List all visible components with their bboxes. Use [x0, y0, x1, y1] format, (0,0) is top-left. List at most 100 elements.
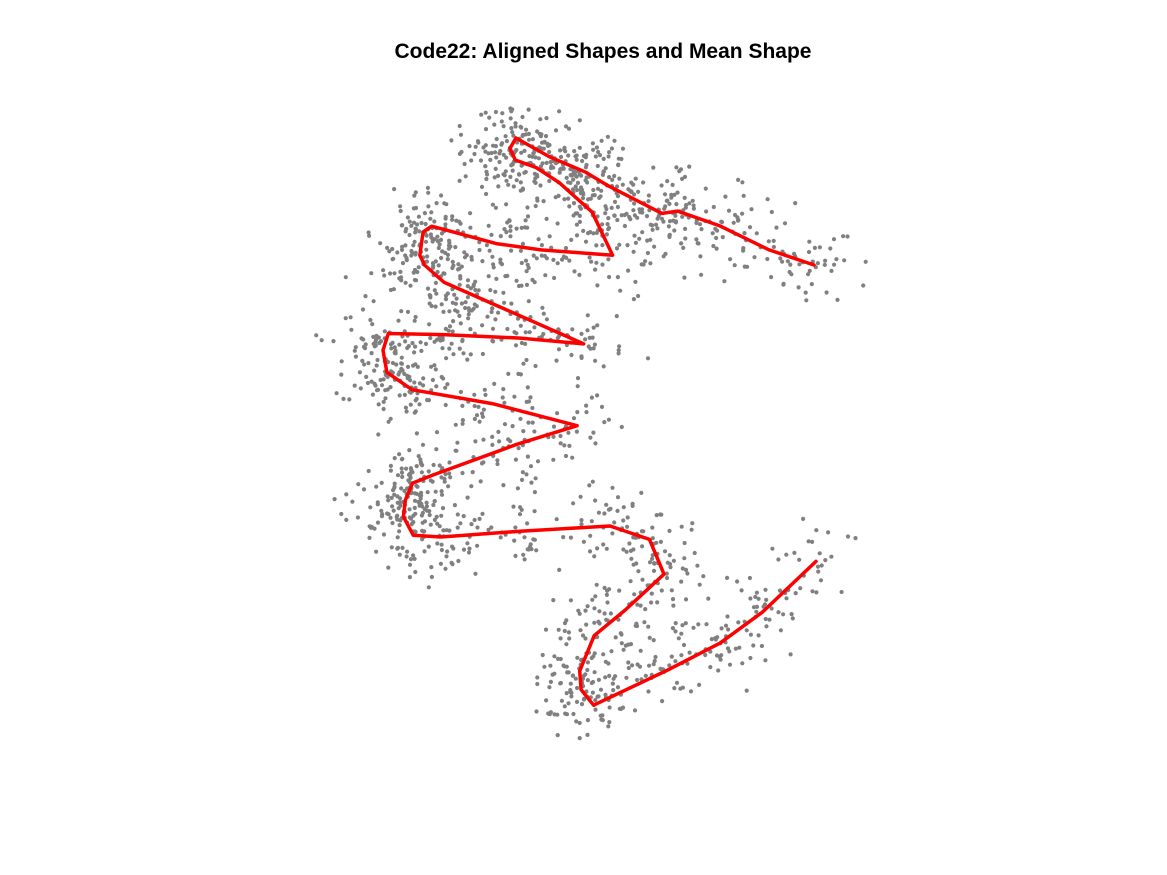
aligned-point: [465, 278, 471, 283]
aligned-point: [492, 381, 497, 386]
aligned-point: [767, 617, 772, 622]
aligned-point: [524, 127, 529, 132]
aligned-point: [646, 199, 651, 204]
aligned-point: [578, 206, 584, 211]
aligned-point: [441, 376, 446, 381]
aligned-point: [352, 348, 357, 353]
aligned-point: [510, 130, 515, 135]
aligned-point: [465, 541, 470, 546]
aligned-point: [501, 290, 506, 295]
aligned-point: [684, 203, 689, 208]
aligned-point: [413, 362, 418, 367]
aligned-point: [475, 525, 480, 530]
aligned-point: [548, 165, 554, 171]
aligned-point: [566, 126, 572, 131]
aligned-point: [667, 201, 672, 206]
aligned-point: [567, 204, 572, 209]
aligned-point: [379, 383, 385, 388]
aligned-point: [740, 661, 745, 666]
aligned-point: [748, 655, 753, 661]
aligned-point: [762, 602, 768, 607]
aligned-point: [594, 145, 600, 150]
aligned-point: [831, 237, 837, 242]
aligned-point: [643, 259, 648, 264]
aligned-point: [435, 541, 440, 546]
aligned-point: [600, 222, 605, 227]
aligned-point: [519, 283, 524, 288]
aligned-point: [445, 382, 450, 387]
aligned-point: [413, 409, 418, 414]
aligned-point: [458, 521, 463, 526]
aligned-point: [450, 329, 455, 334]
aligned-point: [806, 249, 812, 255]
aligned-point: [524, 472, 529, 477]
aligned-point: [434, 514, 439, 520]
aligned-point: [406, 478, 411, 483]
aligned-point: [520, 470, 526, 475]
aligned-point: [369, 351, 374, 356]
aligned-point: [691, 206, 697, 211]
plot-area: [314, 106, 868, 741]
aligned-point: [427, 512, 432, 518]
aligned-point: [574, 233, 580, 238]
aligned-point: [687, 164, 692, 169]
aligned-point: [404, 226, 409, 231]
aligned-point: [709, 637, 714, 642]
aligned-point: [355, 515, 360, 520]
aligned-point: [403, 243, 408, 248]
aligned-point: [574, 157, 579, 162]
aligned-point: [633, 176, 638, 181]
aligned-point: [626, 660, 631, 665]
aligned-point: [605, 222, 610, 227]
aligned-point: [458, 389, 463, 395]
aligned-point: [632, 201, 637, 206]
aligned-point: [521, 429, 526, 434]
aligned-point: [719, 626, 724, 631]
aligned-point: [419, 220, 424, 226]
aligned-point: [439, 492, 445, 497]
aligned-point: [661, 219, 666, 224]
aligned-point: [483, 149, 488, 154]
aligned-point: [575, 685, 580, 691]
aligned-point: [388, 287, 393, 293]
aligned-point: [566, 630, 572, 635]
aligned-point: [583, 608, 588, 613]
aligned-point: [587, 549, 593, 554]
aligned-point: [555, 221, 560, 226]
aligned-point: [518, 505, 523, 510]
aligned-point: [623, 643, 628, 648]
aligned-point: [566, 430, 571, 435]
aligned-point: [506, 182, 511, 187]
aligned-point: [532, 325, 537, 330]
aligned-point: [518, 416, 523, 421]
aligned-point: [557, 567, 562, 573]
aligned-point: [504, 139, 509, 144]
aligned-point: [528, 464, 534, 469]
aligned-point: [408, 283, 413, 288]
aligned-point: [602, 420, 607, 425]
aligned-point: [478, 158, 484, 163]
aligned-point: [793, 201, 798, 206]
aligned-point: [621, 505, 626, 510]
aligned-point: [439, 547, 444, 553]
aligned-point: [502, 400, 507, 405]
aligned-point: [567, 443, 572, 448]
aligned-point: [386, 419, 391, 424]
aligned-point: [697, 682, 702, 688]
aligned-point: [619, 156, 624, 162]
aligned-point: [472, 517, 477, 523]
aligned-point: [453, 448, 458, 453]
aligned-point: [526, 265, 531, 270]
aligned-point: [499, 119, 504, 124]
aligned-point: [457, 266, 462, 271]
aligned-point: [509, 248, 514, 253]
aligned-point: [552, 275, 557, 281]
aligned-point: [455, 440, 460, 445]
aligned-point: [776, 557, 781, 562]
aligned-point: [536, 237, 541, 242]
aligned-point: [519, 150, 524, 155]
aligned-point: [593, 154, 598, 159]
aligned-point: [853, 536, 858, 541]
aligned-point: [453, 245, 458, 250]
aligned-point: [412, 193, 417, 198]
